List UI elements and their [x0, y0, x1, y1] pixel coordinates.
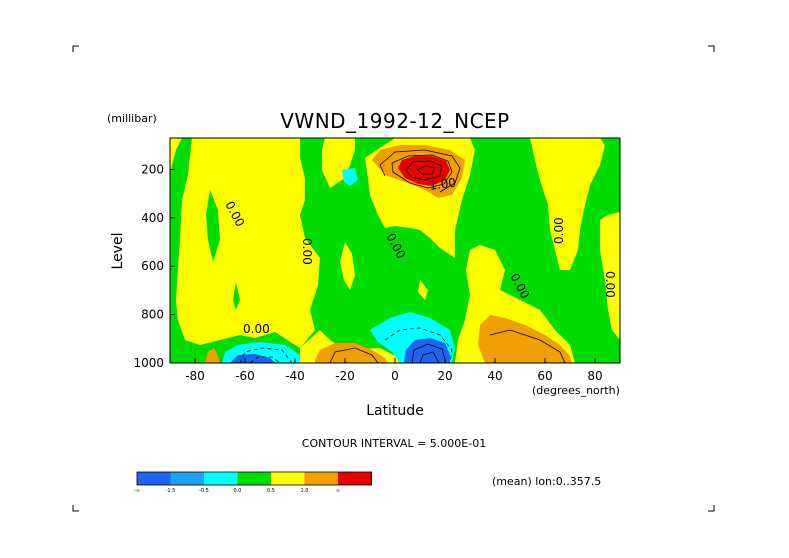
colorbar-frame [136, 471, 372, 486]
x-units-label: (degrees_north) [532, 384, 620, 397]
x-tick-label: -40 [285, 369, 305, 383]
colorbar-label: -1.5 [166, 488, 176, 494]
colorbar-swatch [237, 472, 271, 485]
colorbar-label: 0.0 [234, 488, 242, 494]
colorbar-label: ∞ [336, 488, 340, 494]
colorbar-label: 0.5 [267, 488, 275, 494]
y-tick-label: 800 [141, 308, 164, 322]
y-tick-label: 200 [141, 162, 164, 176]
contour-label: 1.00 [428, 175, 456, 193]
y-tick-label: 600 [141, 259, 164, 273]
crop-marks [72, 45, 715, 512]
contour-label: 0.00 [603, 271, 617, 298]
colorbar: -∞ -1.5 -0.5 0.0 0.5 1.0 ∞ [134, 471, 372, 494]
y-tick-label: 1000 [133, 356, 164, 370]
colorbar-swatch [304, 472, 338, 485]
y-axis: 200 400 600 800 1000 [133, 162, 175, 370]
x-tick-label: 80 [587, 369, 602, 383]
y-units-label: (millibar) [107, 112, 157, 125]
negative-contour-lines [239, 327, 453, 363]
contour-labels: 0.00 0.00 0.00 0.00 0.00 0.00 0.00 1.00 [222, 175, 617, 336]
chart-title: VWND_1992-12_NCEP [280, 109, 510, 133]
x-tick-label: 0 [391, 369, 399, 383]
colorbar-label: 1.0 [301, 488, 309, 494]
x-tick-label: 20 [437, 369, 452, 383]
x-axis: -80 -60 -40 -20 0 20 40 60 80 [185, 358, 603, 383]
colorbar-swatch [170, 472, 204, 485]
mean-text: (mean) lon:0..357.5 [492, 475, 601, 488]
contour-lines [329, 149, 566, 363]
x-axis-title: Latitude [366, 403, 424, 419]
colorbar-swatch [137, 472, 171, 485]
x-tick-label: 60 [537, 369, 552, 383]
x-tick-label: 40 [487, 369, 502, 383]
colorbar-label: -0.5 [199, 488, 209, 494]
contour-label: 0.00 [243, 322, 270, 336]
colorbar-swatch [338, 472, 372, 485]
contour-label: 0.00 [300, 238, 314, 265]
x-tick-label: -80 [185, 369, 205, 383]
plot-area: 0.00 0.00 0.00 0.00 0.00 0.00 0.00 1.00 … [133, 137, 621, 383]
contour-label: 0.00 [552, 217, 566, 244]
colorbar-label: -∞ [134, 488, 140, 494]
contour-interval-text: CONTOUR INTERVAL = 5.000E-01 [302, 437, 486, 450]
y-axis-title: Level [110, 233, 126, 270]
colorbar-swatch [204, 472, 238, 485]
x-tick-label: -60 [235, 369, 255, 383]
colorbar-swatch [271, 472, 305, 485]
y-tick-label: 400 [141, 211, 164, 225]
x-tick-label: -20 [335, 369, 355, 383]
